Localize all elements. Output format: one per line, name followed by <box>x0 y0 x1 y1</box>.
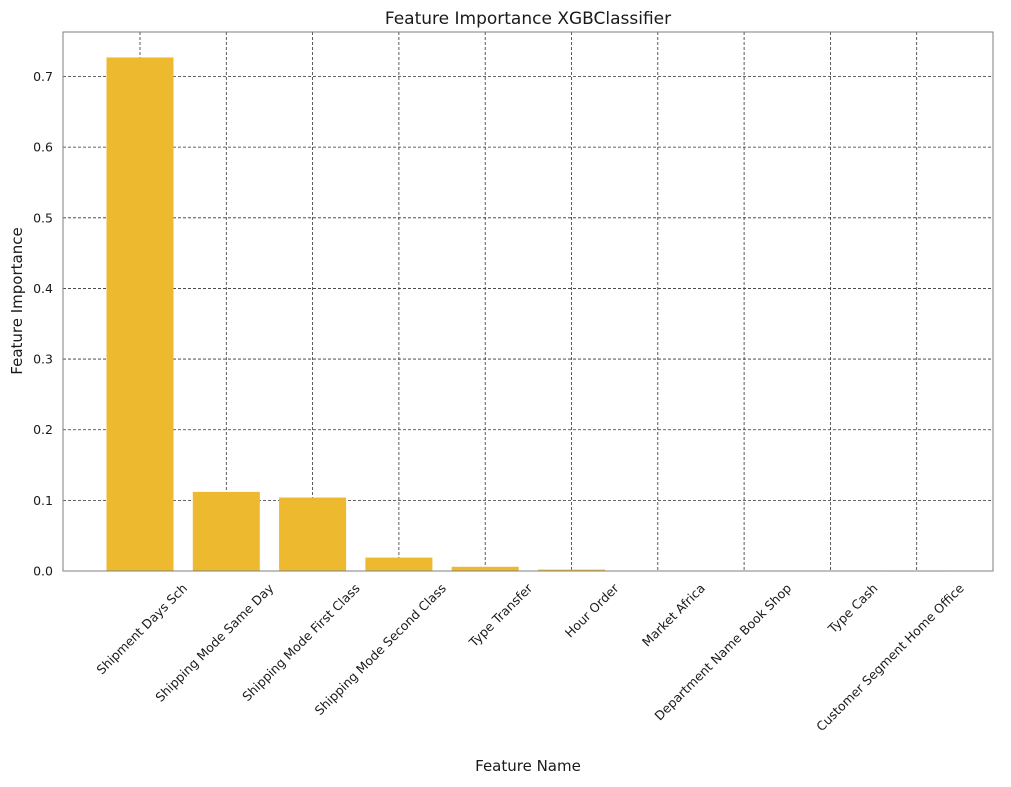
bar <box>192 491 260 571</box>
bar <box>538 569 605 571</box>
x-tick-label: Department Name Book Shop <box>651 580 794 723</box>
y-tick-label: 0.3 <box>33 352 53 367</box>
y-tick-label: 0.2 <box>33 422 53 437</box>
y-tick-label: 0.6 <box>33 140 53 155</box>
x-tick-label: Type Transfer <box>465 580 536 651</box>
plot-frame <box>62 31 994 572</box>
x-tick-label: Market Africa <box>639 581 708 650</box>
y-axis-title: Feature Importance <box>8 227 26 374</box>
x-axis-title: Feature Name <box>475 757 581 775</box>
bar <box>451 566 519 571</box>
x-tick-label: Hour Order <box>562 580 622 640</box>
y-tick-label: 0.1 <box>33 493 53 508</box>
bar <box>279 497 347 571</box>
chart-title: Feature Importance XGBClassifier <box>385 9 671 29</box>
y-tick-label: 0.5 <box>33 210 53 225</box>
bar <box>106 57 174 571</box>
bars <box>106 57 951 572</box>
y-tick-labels: 0.0 0.1 0.2 0.3 0.4 0.5 0.6 0.7 <box>33 69 53 578</box>
x-tick-label: Shipment Days Sch <box>93 581 190 678</box>
grid-lines <box>63 32 993 571</box>
bar <box>365 557 433 571</box>
y-tick-label: 0.7 <box>33 69 53 84</box>
x-tick-label: Customer Segment Home Office <box>813 580 967 734</box>
x-tick-label: Type Cash <box>824 581 880 637</box>
y-tick-label: 0.0 <box>33 564 53 579</box>
y-tick-label: 0.4 <box>33 281 53 296</box>
